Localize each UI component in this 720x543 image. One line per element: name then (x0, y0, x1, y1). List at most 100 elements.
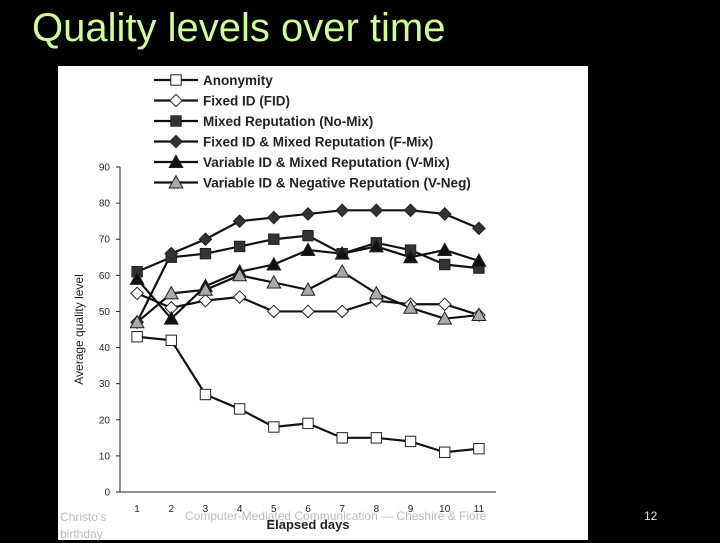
legend-layer: Anonymity Fixed ID (FID) Mixed Reputation … (154, 73, 471, 191)
data-point-s4-8 (402, 249, 419, 264)
x-tick-label: 9 (408, 504, 414, 515)
y-tick-label: 60 (99, 271, 111, 282)
data-point-s5-3 (231, 267, 248, 282)
data-point-s0-2 (199, 388, 212, 401)
legend-marker-5 (168, 174, 184, 189)
data-point-s1-2 (198, 293, 213, 308)
data-point-s5-0 (129, 314, 145, 329)
x-tick-label: 8 (374, 504, 380, 515)
data-point-s5-7 (368, 285, 385, 300)
y-tick-label: 40 (99, 343, 111, 354)
data-point-s0-3 (233, 403, 246, 415)
y-tick-label: 10 (99, 451, 111, 462)
data-point-s5-4 (266, 274, 282, 289)
y-tick-label: 30 (99, 379, 111, 390)
x-tick-label: 2 (168, 504, 174, 515)
data-point-s3-3 (232, 214, 247, 229)
data-point-s5-2 (197, 281, 214, 296)
data-point-s0-10 (473, 442, 485, 455)
footer-course: Computer-Mediated Communication — Cheshi… (185, 509, 487, 523)
legend-label-2: Mixed Reputation (No-Mix) (203, 114, 373, 129)
data-point-s4-0 (129, 271, 145, 285)
data-point-s1-6 (335, 304, 350, 319)
data-point-s3-5 (301, 207, 315, 221)
x-tick-label: 1 (134, 504, 140, 515)
data-point-s5-10 (471, 307, 487, 321)
y-tick-label: 70 (99, 235, 111, 246)
footer-note: Christo's birthday (60, 509, 106, 543)
y-tick-label: 20 (99, 415, 111, 426)
data-point-s3-6 (335, 203, 350, 218)
data-point-s1-0 (130, 286, 144, 301)
legend-label-1: Fixed ID (FID) (203, 94, 290, 109)
data-point-s0-4 (268, 421, 280, 433)
legend-marker-0 (170, 74, 182, 86)
data-point-s4-9 (437, 242, 453, 256)
y-tick-label: 50 (99, 307, 111, 318)
legend-label-3: Fixed ID & Mixed Reputation (F-Mix) (203, 135, 433, 150)
footer-note-line2: birthday (60, 527, 103, 541)
y-tick-label: 90 (99, 163, 111, 174)
x-tick-label: 11 (474, 504, 485, 515)
y-tick-label: 0 (104, 488, 110, 499)
series-lines-layer (129, 203, 487, 458)
x-tick-label: 7 (339, 504, 345, 515)
data-point-s3-1 (164, 246, 179, 261)
data-point-s4-5 (300, 242, 316, 256)
data-point-s1-5 (301, 304, 315, 319)
series-line-0 (136, 335, 480, 454)
data-point-s0-1 (165, 334, 177, 347)
data-point-s0-8 (404, 435, 417, 448)
data-point-s4-6 (334, 245, 350, 260)
data-point-s3-4 (266, 210, 281, 225)
data-point-s4-1 (163, 310, 179, 325)
data-point-s0-7 (370, 432, 383, 444)
data-point-s0-6 (336, 432, 348, 444)
data-point-s2-9 (439, 258, 451, 271)
slide-title: Quality levels over time (32, 6, 446, 50)
y-axis-label: Average quality level (72, 274, 86, 385)
data-point-s4-7 (368, 238, 385, 253)
data-point-s0-0 (131, 331, 143, 343)
data-point-s5-5 (300, 281, 316, 296)
data-point-s5-6 (334, 263, 350, 278)
data-point-s2-3 (233, 240, 246, 253)
legend-marker-1 (169, 93, 183, 108)
data-point-s2-2 (199, 247, 212, 260)
legend-marker-4 (168, 154, 184, 168)
legend-marker-2 (170, 115, 182, 127)
data-point-s3-8 (403, 203, 418, 218)
chart-panel: 0 10 20 30 40 50 60 70 80 90 1 2 3 4 5 6 7 8 9 10 11 Elapsed … (58, 66, 588, 540)
data-point-s4-4 (266, 256, 282, 271)
legend-label-4: Variable ID & Mixed Reputation (V-Mix) (203, 155, 450, 170)
x-tick-label: 3 (203, 504, 209, 515)
data-point-s0-9 (439, 446, 451, 458)
x-tick-label: 6 (305, 504, 311, 515)
data-point-s5-1 (163, 285, 179, 300)
axes-layer: 0 10 20 30 40 50 60 70 80 90 1 2 3 4 5 6 7 8 9 10 11 Elapsed … (72, 163, 496, 532)
data-point-s1-9 (437, 297, 452, 312)
data-point-s3-7 (369, 203, 384, 218)
data-point-s4-10 (471, 253, 487, 267)
legend-marker-3 (169, 134, 183, 149)
data-point-s5-8 (402, 300, 419, 314)
x-tick-label: 10 (439, 504, 451, 515)
data-point-s3-10 (472, 221, 486, 236)
data-point-s0-5 (302, 417, 314, 430)
legend-label-0: Anonymity (203, 73, 273, 88)
data-point-s1-4 (266, 304, 281, 319)
x-tick-label: 5 (271, 504, 277, 515)
x-tick-label: 4 (237, 504, 243, 515)
footer-note-line1: Christo's (60, 510, 107, 524)
quality-line-chart: 0 10 20 30 40 50 60 70 80 90 1 2 3 4 5 6 7 8 9 10 11 Elapsed … (72, 73, 496, 532)
x-axis-label: Elapsed days (266, 517, 349, 532)
y-tick-label: 80 (99, 199, 111, 210)
data-point-s1-3 (232, 290, 247, 304)
data-point-s3-9 (437, 207, 452, 221)
data-point-s2-4 (268, 233, 280, 245)
data-point-s5-9 (437, 310, 453, 325)
data-point-s3-2 (198, 232, 213, 247)
data-point-s2-5 (302, 229, 314, 242)
page-number: 12 (644, 509, 658, 523)
legend-label-5: Variable ID & Negative Reputation (V-Neg… (203, 176, 471, 191)
